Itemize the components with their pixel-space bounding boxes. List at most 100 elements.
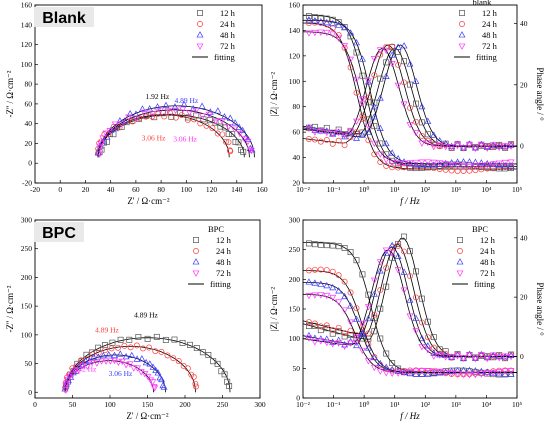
bpc-bode-phase-point bbox=[341, 330, 348, 337]
bpc-bode-legend-marker bbox=[457, 248, 463, 254]
blank-bode-modulus-point bbox=[359, 116, 366, 122]
blank-bode-phase-point bbox=[376, 47, 384, 54]
blank-bode-modulus-point bbox=[353, 49, 360, 56]
blank-nyquist-point bbox=[197, 120, 204, 127]
blank-nyquist-point bbox=[116, 117, 124, 124]
blank-nyquist-point bbox=[168, 113, 175, 120]
bpc-bode-phase-point bbox=[311, 320, 318, 327]
bpc-nyquist-legend-label: 12 h bbox=[216, 235, 232, 245]
blank-nyquist-ylabel: -Z'' / Ω·cm⁻² bbox=[5, 70, 15, 117]
bpc-bode-modulus-point bbox=[311, 266, 318, 273]
blank-bode-phase-point bbox=[335, 129, 343, 137]
blank-bode-ylabel: |Z| / Ω·cm⁻² bbox=[269, 72, 279, 117]
bpc-bode-xtick-label: 10⁻¹ bbox=[327, 400, 341, 409]
blank-bode-modulus-point bbox=[341, 43, 349, 50]
blank-bode-phase-point bbox=[311, 136, 318, 143]
blank-nyquist-point bbox=[171, 103, 179, 110]
blank-bode-modulus-point bbox=[388, 159, 396, 167]
bpc-bode-modulus-point bbox=[341, 292, 349, 300]
bpc-nyquist-point bbox=[149, 363, 157, 370]
bpc-nyquist-point bbox=[152, 348, 159, 355]
blank-nyquist-legend-label: 72 h bbox=[220, 41, 236, 51]
blank-bode-modulus-point bbox=[305, 13, 312, 20]
blank-bode-modulus-point bbox=[394, 160, 402, 168]
blank-nyquist-point bbox=[99, 135, 107, 142]
bpc-bode-modulus-point bbox=[377, 335, 384, 342]
blank-nyquist-point bbox=[235, 139, 242, 146]
blank-bode-modulus-point bbox=[460, 163, 467, 170]
bpc-nyquist-point bbox=[226, 383, 233, 389]
blank-nyquist-xlabel: Z' / Ω·cm⁻² bbox=[127, 196, 170, 206]
blank-bode-ytick-right-label: 40 bbox=[520, 19, 528, 28]
blank-nyquist-point bbox=[206, 117, 213, 124]
bpc-nyquist-ytick-label: 300 bbox=[21, 216, 33, 225]
bpc-bode-phase-point bbox=[477, 352, 485, 359]
bpc-bode-modulus-point bbox=[442, 369, 450, 376]
bpc-bode-modulus-point bbox=[507, 368, 515, 375]
bpc-bode-phase-point bbox=[400, 287, 408, 294]
blank-nyquist-annotation: 4.89 Hz bbox=[174, 96, 198, 105]
blank-nyquist-legend-marker bbox=[197, 10, 203, 16]
blank-nyquist-point bbox=[192, 107, 200, 115]
bpc-nyquist-point bbox=[127, 344, 134, 351]
bpc-nyquist-legend-label: 24 h bbox=[216, 246, 232, 256]
bpc-bode-phase-point bbox=[341, 333, 348, 340]
blank-bode-modulus-point bbox=[430, 161, 438, 168]
bpc-bode-phase-point bbox=[364, 314, 372, 322]
bpc-bode-modulus-point bbox=[501, 368, 509, 375]
blank-bode-phase-point bbox=[424, 117, 432, 124]
blank-bode-phase-point bbox=[382, 72, 390, 79]
bpc-bode-phase-point bbox=[418, 344, 426, 351]
blank-bode-phase-point bbox=[359, 129, 366, 136]
bpc-nyquist-point bbox=[95, 350, 102, 356]
blank-bode-modulus-point bbox=[358, 55, 366, 62]
blank-bode-phase-point bbox=[388, 51, 396, 58]
blank-nyquist-point bbox=[142, 113, 149, 120]
bpc-bode-phase-point bbox=[388, 250, 396, 257]
blank-bode-modulus-point bbox=[371, 123, 378, 130]
blank-bode-modulus-point bbox=[471, 163, 479, 170]
bpc-bode-phase-point bbox=[311, 322, 318, 329]
blank-nyquist-point bbox=[235, 123, 243, 130]
blank-bode-phase-point bbox=[400, 101, 408, 108]
bpc-nyquist-point bbox=[133, 355, 141, 362]
bpc-nyquist-point bbox=[115, 344, 121, 351]
bpc-bode-ytick-label: 0 bbox=[296, 394, 300, 403]
blank-bode-phase-point bbox=[383, 43, 390, 50]
bpc-bode-phase-point bbox=[335, 340, 343, 347]
bpc-bode-legend-marker bbox=[456, 270, 464, 277]
bpc-bode-phase-point bbox=[436, 351, 444, 358]
blank-nyquist-point bbox=[212, 118, 220, 125]
bpc-bode-phase-point bbox=[401, 233, 408, 240]
blank-bode-phase-point bbox=[418, 140, 426, 147]
blank-bode-modulus-point bbox=[442, 159, 450, 167]
bpc-bode-phase-point bbox=[317, 323, 324, 330]
blank-nyquist-point bbox=[231, 119, 239, 126]
blank-nyquist-point bbox=[129, 118, 136, 125]
bpc-nyquist-point bbox=[133, 342, 140, 349]
blank-nyquist-legend-label: 24 h bbox=[220, 19, 236, 29]
blank-bode-phase-point bbox=[442, 144, 450, 151]
bpc-bode-modulus-point bbox=[335, 272, 342, 279]
bpc-nyquist-point bbox=[83, 363, 91, 370]
bpc-nyquist-point bbox=[175, 358, 182, 365]
blank-bode-modulus-point bbox=[311, 14, 318, 20]
bpc-bode-ytick-label: 100 bbox=[289, 334, 301, 343]
blank-bode-xtick-label: 10⁻² bbox=[296, 185, 310, 194]
blank-bode-modulus-point bbox=[400, 160, 408, 168]
blank-bode-phase-point bbox=[400, 42, 408, 49]
bpc-bode-modulus-point bbox=[347, 319, 355, 326]
blank-nyquist-point bbox=[229, 131, 236, 138]
bpc-bode-modulus-point bbox=[454, 371, 462, 378]
blank-bode-modulus-point bbox=[370, 103, 378, 110]
blank-nyquist-tag-box bbox=[34, 7, 94, 27]
bpc-bode-modulus-point bbox=[507, 370, 515, 377]
bpc-bode-modulus-point bbox=[496, 367, 503, 374]
bpc-bode-phase-point bbox=[430, 353, 438, 360]
blank-bode-modulus-point bbox=[430, 159, 438, 167]
blank-bode-modulus-point bbox=[377, 140, 384, 147]
blank-bode-phase-point bbox=[323, 136, 330, 143]
blank-nyquist-ytick-label: 0 bbox=[28, 159, 32, 168]
blank-bode-xtick-label: 10⁻¹ bbox=[327, 185, 341, 194]
